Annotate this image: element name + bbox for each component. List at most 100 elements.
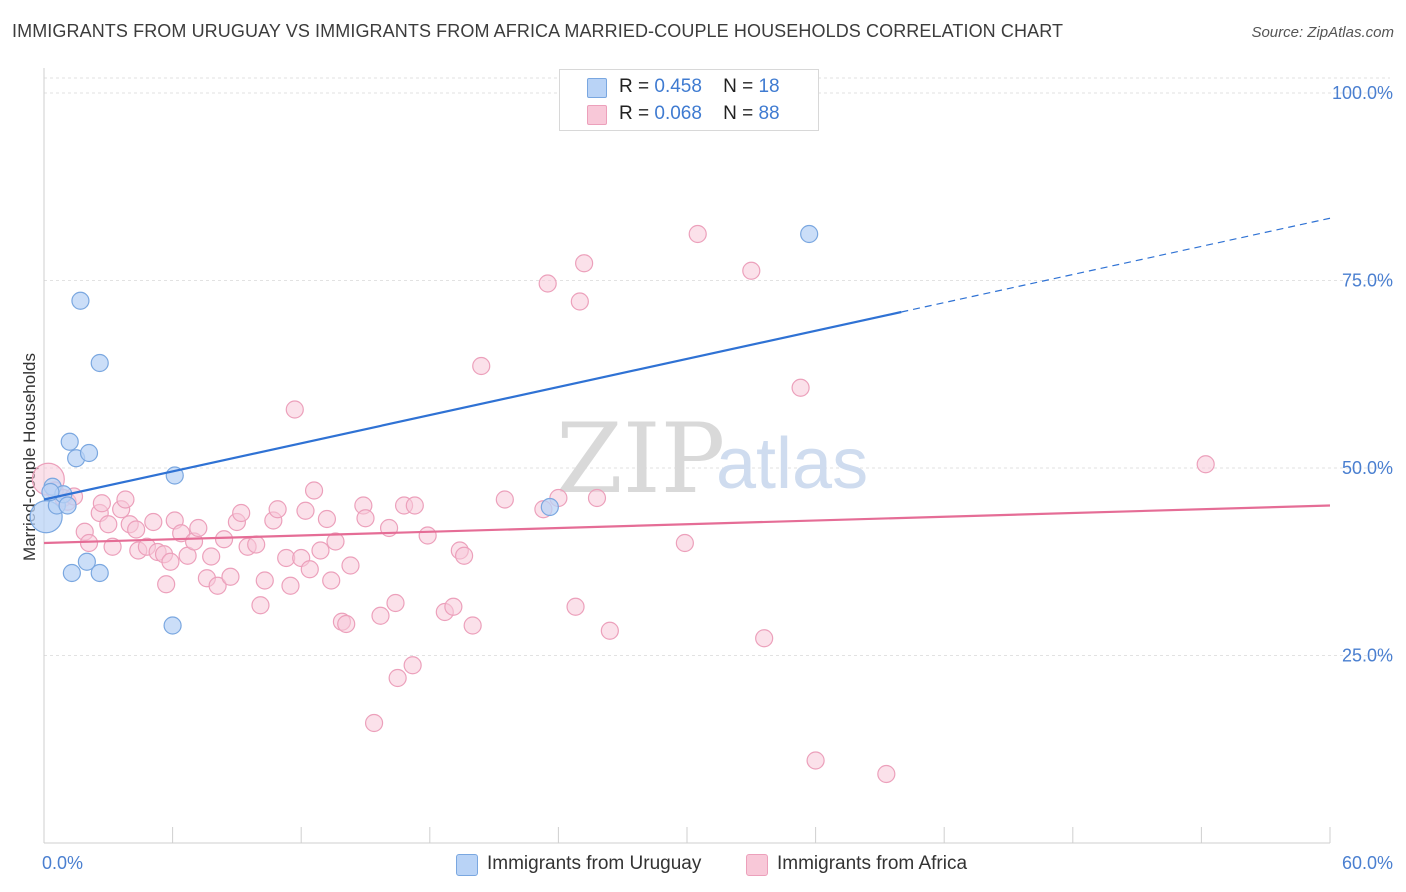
x-tick-labels: 0.0% 60.0% [42,853,1393,873]
africa-point [268,500,287,519]
chart-source: Source: ZipAtlas.com [1251,24,1394,41]
africa-point [317,509,337,529]
uruguay-swatch [587,78,607,98]
r-value: 0.068 [654,103,702,124]
africa-point [371,606,390,625]
uruguay-point [79,443,99,463]
legend-label-africa: Immigrants from Africa [777,853,968,874]
uruguay-point [540,497,559,517]
africa-point [566,597,585,616]
africa-point [232,503,251,523]
africa-point [300,560,319,579]
stats-text-africa: R = 0.068 N = 88 [619,103,780,125]
africa-point [157,575,176,594]
uruguay-legend-swatch [456,854,478,876]
n-label: N = [723,103,754,124]
africa-point [172,524,191,543]
africa-point [202,547,221,566]
uruguay-points [29,224,819,635]
africa-point [92,494,111,513]
axes [43,68,1330,844]
africa-point [454,546,474,565]
africa-point [356,509,375,528]
watermark: ZIP atlas [556,403,868,515]
africa-point [600,621,619,640]
africa-point [755,629,774,648]
africa-point [341,556,360,575]
africa-point [255,571,274,590]
africa-point [247,535,266,554]
africa-point [538,274,557,293]
africa-point [251,596,270,615]
africa-point [444,597,463,616]
uruguay-point [77,552,96,571]
r-value: 0.458 [654,76,702,97]
africa-point [405,496,424,515]
africa-point [575,254,594,273]
y-tick-labels: 25.0% 50.0% 75.0% 100.0% [1332,83,1393,666]
africa-point [472,356,491,376]
africa-point [189,518,208,538]
series-legend: Immigrants from Uruguay Immigrants from … [0,851,1406,879]
trend-lines [43,217,1331,545]
uruguay-point [800,224,819,244]
n-label: N = [723,76,754,97]
africa-point [79,533,99,553]
africa-point [144,512,163,532]
africa-point [214,530,234,549]
africa-point [877,764,896,784]
africa-point [418,526,437,545]
africa-point [208,576,227,595]
africa-point [1196,455,1215,474]
africa-point [281,576,300,595]
watermark-zip: ZIP [556,403,725,515]
stats-legend: R = 0.458 N = 18 R = 0.068 N = 88 [559,69,819,131]
chart-title: IMMIGRANTS FROM URUGUAY VS IMMIGRANTS FR… [12,21,1064,41]
uruguay-point [58,496,77,515]
africa-point [127,520,146,539]
africa-point [99,515,118,534]
n-value: 88 [758,103,780,124]
africa-point [587,488,607,508]
africa-point [326,532,345,551]
uruguay-trend-line [43,310,902,501]
africa-point [103,537,122,556]
africa-point [304,481,324,500]
uruguay-point [163,616,182,635]
africa-point [337,614,356,634]
africa-point [806,751,825,770]
africa-point [364,713,384,733]
y-tick-label: 25.0% [1342,646,1393,666]
africa-point [495,490,514,509]
africa-point [311,541,330,560]
uruguay-point [71,291,90,310]
uruguay-point [90,563,109,583]
africa-point [675,533,694,553]
africa-point [791,378,810,397]
watermark-atlas: atlas [716,424,868,504]
uruguay-point [62,563,81,583]
uruguay-point [60,432,79,451]
legend-label-uruguay: Immigrants from Uruguay [487,853,702,874]
africa-point [296,501,315,520]
africa-point [742,261,761,280]
uruguay-point [90,353,109,373]
africa-point [285,400,304,419]
n-value: 18 [758,76,780,97]
x-tick-label: 0.0% [42,853,83,873]
africa-point [322,571,341,590]
africa-point [221,567,240,586]
uruguay-trend-extension [901,217,1331,313]
africa-point [570,292,589,311]
r-label: R = [619,76,650,97]
r-label: R = [619,103,650,124]
y-tick-label: 75.0% [1342,271,1393,291]
africa-trend-line [43,504,1331,545]
africa-point [688,224,707,244]
y-tick-label: 100.0% [1332,83,1393,103]
africa-point [386,593,405,613]
africa-point [388,668,407,688]
africa-point [116,490,135,509]
africa-swatch [587,105,607,125]
